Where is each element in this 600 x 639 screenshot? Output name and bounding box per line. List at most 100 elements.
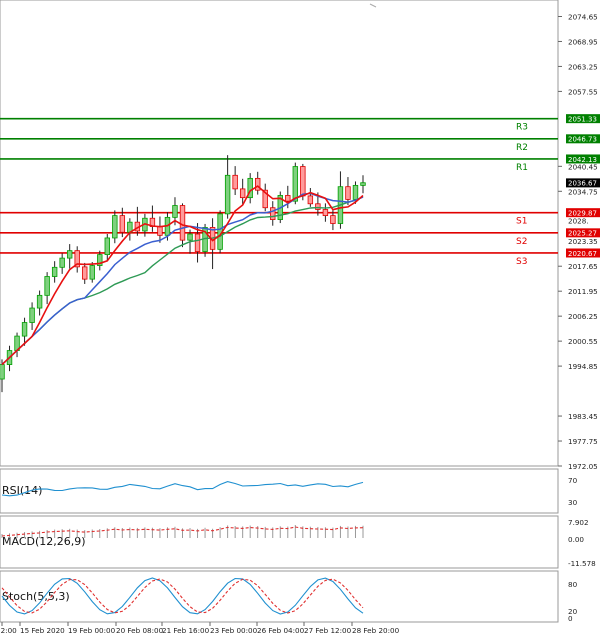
indicator-frame xyxy=(0,468,559,514)
price-tick-label: 2040.45 xyxy=(568,162,598,171)
indicator-tick-label: 20 xyxy=(568,607,578,616)
indicator-title: Stoch(5,5,3) xyxy=(2,590,70,603)
level-label-r3: R3 xyxy=(516,123,528,133)
level-price-tag: 2020.67 xyxy=(568,250,597,258)
candle-body xyxy=(44,276,50,296)
candle-body xyxy=(179,205,186,241)
level-label-s2: S2 xyxy=(516,237,527,247)
time-tick-label: 28 Feb 20:00 xyxy=(352,626,400,635)
level-price-tag-bg xyxy=(566,154,600,164)
candle xyxy=(66,244,73,269)
candle-body xyxy=(352,184,359,200)
current-price-tag: 2036.67 xyxy=(568,180,597,188)
level-price-tag-bg xyxy=(566,228,600,238)
ma-mid-line xyxy=(1,192,364,366)
candle-body xyxy=(232,174,238,190)
candle xyxy=(224,155,231,219)
indicator-panel-3: Stoch(5,5,3) 80 200 xyxy=(0,570,578,623)
price-tick-label: 1983.45 xyxy=(568,412,598,421)
time-tick-label: 27 Feb 12:00 xyxy=(304,626,352,635)
indicator-frame xyxy=(0,570,559,623)
candle xyxy=(247,173,253,204)
price-tick-label: 2057.55 xyxy=(568,87,598,96)
level-price-tag-bg xyxy=(566,114,600,124)
indicator-tick-label: 0.00 xyxy=(568,535,584,544)
candle-body xyxy=(157,226,163,236)
candle-body xyxy=(21,322,28,337)
level-price-tag: 2051.33 xyxy=(568,115,597,123)
candle-body xyxy=(300,166,306,197)
candle xyxy=(360,175,366,194)
candle-body xyxy=(262,189,268,209)
price-tick-label: 2068.95 xyxy=(568,37,598,46)
candle xyxy=(51,261,58,283)
indicator-frame xyxy=(0,515,559,569)
candle xyxy=(112,210,118,244)
candle-body xyxy=(104,237,110,256)
top-marker xyxy=(369,3,377,8)
candle xyxy=(59,253,65,274)
candle xyxy=(74,246,80,273)
indicator-panels: RSI(14) 70 30 MACD(12,26,9) 7.902 0.00 -11.578… xyxy=(0,468,596,623)
candle-body xyxy=(330,215,336,224)
candle-body xyxy=(345,186,351,200)
candle-body xyxy=(112,215,118,239)
time-tick-label: 21 Feb 16:00 xyxy=(162,626,210,635)
indicator-tick-label: 0 xyxy=(568,614,573,623)
time-tick-label: 15 Feb 2020 xyxy=(20,626,65,635)
candle xyxy=(104,234,110,262)
indicator-panel-2: MACD(12,26,9) 7.902 0.00 -11.578 xyxy=(0,515,596,569)
ma-fast-line xyxy=(1,185,364,366)
price-tick-label: 2074.65 xyxy=(568,12,598,21)
candle-body xyxy=(360,182,366,186)
support-resistance-levels: R3 R2 R1 S1 S2 S3 xyxy=(0,117,558,267)
price-tick-label: 2034.75 xyxy=(568,187,598,196)
candle-body xyxy=(66,250,73,259)
indicator-title: MACD(12,26,9) xyxy=(2,535,86,548)
candle-body xyxy=(285,195,291,202)
indicator-tick-label: 30 xyxy=(568,498,578,507)
moving-averages xyxy=(1,185,364,366)
time-tick-label: 26 Feb 04:00 xyxy=(257,626,305,635)
candle-body xyxy=(97,254,103,266)
indicator-title: RSI(14) xyxy=(2,484,42,497)
price-tick-label: 2063.25 xyxy=(568,62,598,71)
candle-body xyxy=(270,207,276,220)
level-label-r2: R2 xyxy=(516,143,528,153)
candle-body xyxy=(74,250,80,268)
indicator-tick-label: -11.578 xyxy=(568,559,596,568)
candle xyxy=(232,166,238,196)
level-price-tag-bg xyxy=(566,134,600,144)
candle-body xyxy=(307,195,314,205)
stoch-signal-line xyxy=(1,578,364,614)
candle-body xyxy=(224,174,231,215)
rsi-line xyxy=(1,481,364,497)
candle xyxy=(255,171,261,195)
candle xyxy=(97,250,103,271)
level-price-tag: 2042.13 xyxy=(568,156,597,164)
candle-body xyxy=(51,266,58,277)
indicator-tick-label: 80 xyxy=(568,580,578,589)
level-price-tag: 2046.73 xyxy=(568,136,597,144)
candle-body xyxy=(247,177,253,199)
level-price-tag-bg xyxy=(566,248,600,258)
stoch-main-line xyxy=(1,577,364,615)
time-tick-label: 12:00 xyxy=(0,626,17,635)
level-price-tag: 2025.27 xyxy=(568,230,597,238)
candle-body xyxy=(322,209,329,217)
candle-body xyxy=(239,188,246,199)
price-tick-label: 1994.85 xyxy=(568,362,598,371)
candle-body xyxy=(255,177,261,191)
candle-body xyxy=(82,266,88,280)
indicator-tick-label: 70 xyxy=(568,476,578,485)
level-price-tag-bg xyxy=(566,208,600,218)
level-label-r1: R1 xyxy=(516,163,528,173)
price-tick-label: 1977.75 xyxy=(568,437,598,446)
current-price-tag-bg xyxy=(566,178,600,188)
candle-body xyxy=(0,364,5,380)
candle xyxy=(21,317,28,346)
macd-signal-line xyxy=(1,526,364,537)
indicator-tick-label: 7.902 xyxy=(568,518,589,527)
candle-body xyxy=(119,215,126,233)
